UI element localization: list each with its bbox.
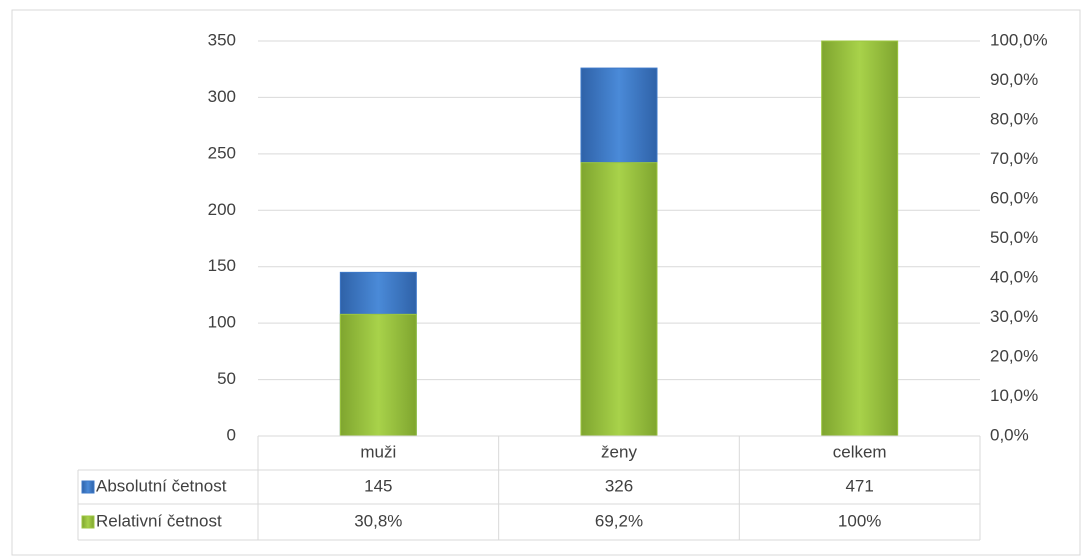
x-tick-label: celkem: [833, 442, 887, 461]
table-cell: 100%: [838, 511, 881, 530]
y2-tick-label: 20,0%: [990, 346, 1038, 365]
y-tick-label: 0: [227, 425, 236, 444]
y2-tick-label: 70,0%: [990, 149, 1038, 168]
table-cell: 326: [605, 476, 633, 495]
y2-tick-label: 0,0%: [990, 425, 1029, 444]
y-tick-label: 150: [208, 256, 236, 275]
table-cell: 69,2%: [595, 511, 643, 530]
bar: [339, 313, 417, 437]
chart-border: [11, 9, 1081, 556]
bar: [821, 40, 899, 437]
y2-tick-label: 30,0%: [990, 307, 1038, 326]
y2-tick-label: 60,0%: [990, 188, 1038, 207]
legend-label: Relativní četnost: [96, 511, 222, 530]
y-tick-label: 200: [208, 200, 236, 219]
y-tick-label: 50: [217, 369, 236, 388]
y2-tick-label: 40,0%: [990, 267, 1038, 286]
legend-key: [81, 515, 95, 529]
y2-tick-label: 50,0%: [990, 228, 1038, 247]
y-tick-label: 350: [208, 30, 236, 49]
x-tick-label: ženy: [601, 442, 637, 461]
table-cell: 30,8%: [354, 511, 402, 530]
y2-tick-label: 100,0%: [990, 30, 1048, 49]
y-tick-label: 300: [208, 87, 236, 106]
legend-label: Absolutní četnost: [96, 476, 227, 495]
table-cell: 145: [364, 476, 392, 495]
y2-tick-label: 80,0%: [990, 109, 1038, 128]
y2-tick-label: 10,0%: [990, 386, 1038, 405]
legend-key: [81, 480, 95, 494]
table-cell: 471: [845, 476, 873, 495]
y2-tick-label: 90,0%: [990, 70, 1038, 89]
x-tick-label: muži: [360, 442, 396, 461]
bar: [580, 162, 658, 437]
y-tick-label: 250: [208, 143, 236, 162]
y-tick-label: 100: [208, 313, 236, 332]
